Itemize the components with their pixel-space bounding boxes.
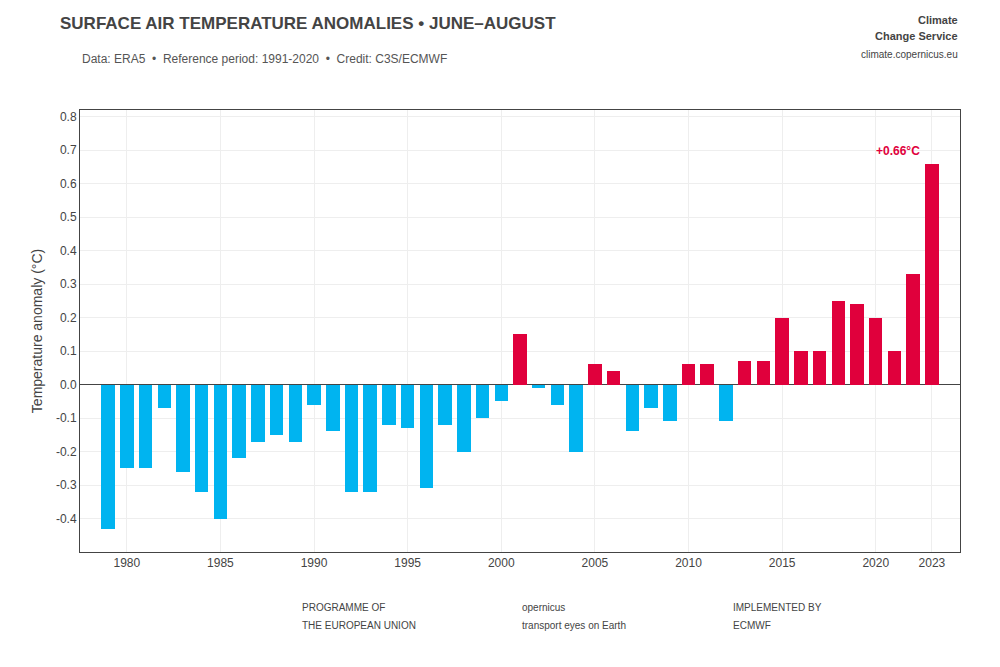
svg-text:IMPLEMENTED BY: IMPLEMENTED BY bbox=[733, 602, 822, 613]
svg-text:transport eyes on Earth: transport eyes on Earth bbox=[522, 620, 626, 631]
svg-text:2023: 2023 bbox=[919, 556, 946, 570]
svg-text:0.8: 0.8 bbox=[60, 110, 77, 124]
svg-text:0.7: 0.7 bbox=[60, 143, 77, 157]
svg-text:Change Service: Change Service bbox=[875, 30, 958, 42]
svg-text:0.6: 0.6 bbox=[60, 177, 77, 191]
svg-text:1980: 1980 bbox=[113, 556, 140, 570]
svg-text:0.1: 0.1 bbox=[60, 344, 77, 358]
svg-text:climate.copernicus.eu: climate.copernicus.eu bbox=[861, 49, 958, 60]
svg-text:-0.4: -0.4 bbox=[56, 512, 77, 526]
svg-text:PROGRAMME OF: PROGRAMME OF bbox=[302, 602, 385, 613]
svg-text:2000: 2000 bbox=[488, 556, 515, 570]
svg-text:2015: 2015 bbox=[769, 556, 796, 570]
svg-text:0.0: 0.0 bbox=[60, 378, 77, 392]
svg-text:Data: ERA5 • Reference perio: Data: ERA5 • Reference period: 1991-2020… bbox=[82, 52, 447, 66]
svg-text:1995: 1995 bbox=[394, 556, 421, 570]
svg-text:-0.3: -0.3 bbox=[56, 478, 77, 492]
svg-text:2010: 2010 bbox=[675, 556, 702, 570]
svg-text:-0.1: -0.1 bbox=[56, 411, 77, 425]
svg-text:Climate: Climate bbox=[918, 14, 958, 26]
svg-text:2020: 2020 bbox=[862, 556, 889, 570]
svg-text:Temperature anomaly (°C): Temperature anomaly (°C) bbox=[29, 249, 45, 413]
svg-text:-0.2: -0.2 bbox=[56, 445, 77, 459]
svg-text:2005: 2005 bbox=[582, 556, 609, 570]
svg-text:0.5: 0.5 bbox=[60, 210, 77, 224]
svg-text:+0.66°C: +0.66°C bbox=[876, 144, 920, 158]
svg-text:ECMWF: ECMWF bbox=[733, 620, 771, 631]
svg-text:0.3: 0.3 bbox=[60, 277, 77, 291]
svg-text:0.4: 0.4 bbox=[60, 244, 77, 258]
svg-text:SURFACE AIR TEMPERATURE ANOMAL: SURFACE AIR TEMPERATURE ANOMALIES • JUNE… bbox=[60, 14, 556, 33]
svg-text:1990: 1990 bbox=[301, 556, 328, 570]
svg-text:1985: 1985 bbox=[207, 556, 234, 570]
svg-text:0.2: 0.2 bbox=[60, 311, 77, 325]
svg-text:THE EUROPEAN UNION: THE EUROPEAN UNION bbox=[302, 620, 416, 631]
svg-text:opernicus: opernicus bbox=[522, 602, 565, 613]
